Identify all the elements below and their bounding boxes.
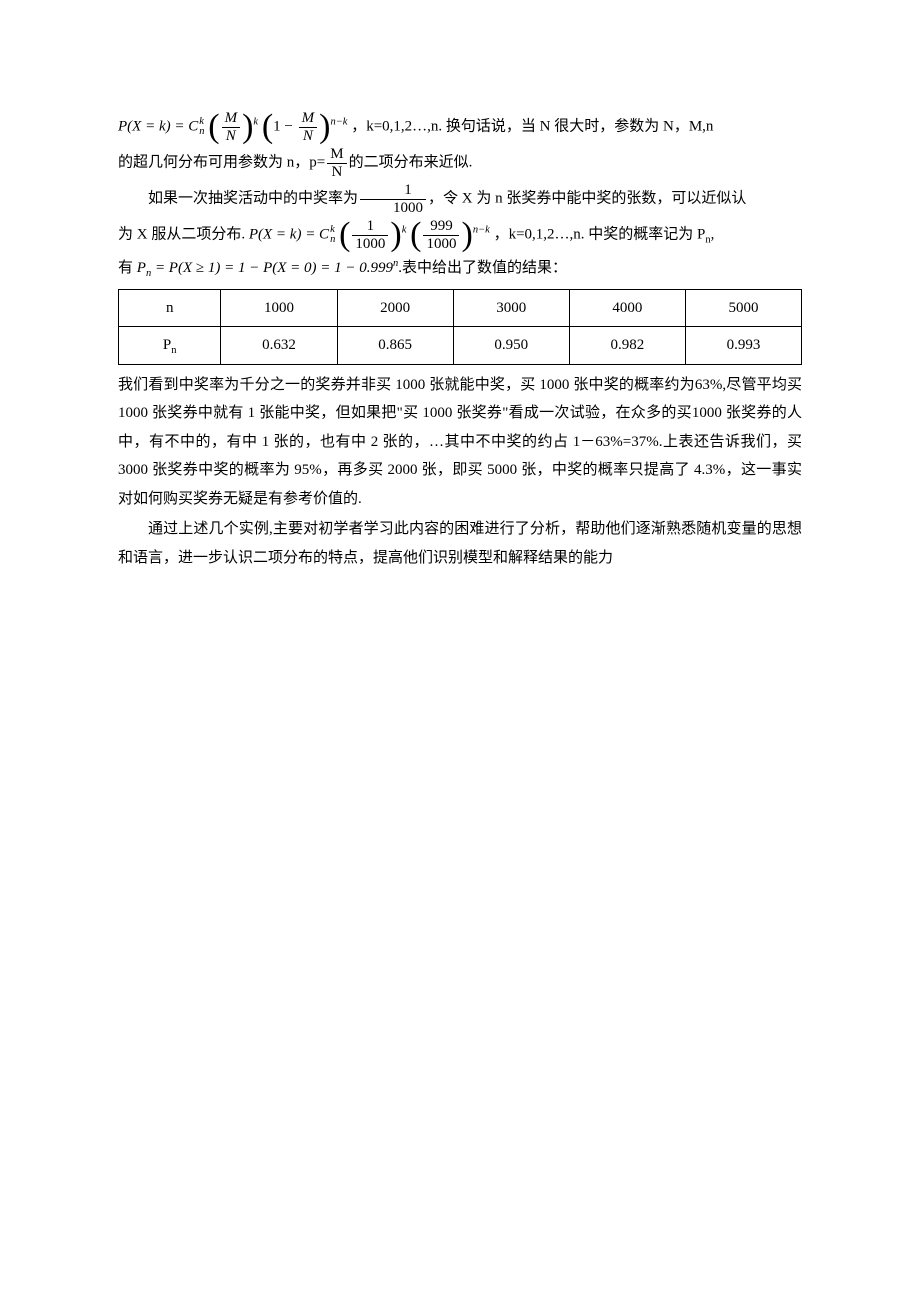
table-cell: 0.982 [569,327,685,365]
table-cell: 4000 [569,289,685,327]
frac-num: M [299,110,318,128]
p3-a: 如果一次抽奖活动中的中奖率为 [148,190,358,206]
k-range-2: ，k=0,1,2…,n. [494,226,585,242]
exponent: k [402,224,407,235]
row2-label: Pn [119,327,221,365]
table-cell: 5000 [685,289,801,327]
frac-1-1000b: 11000 [352,218,388,252]
paragraph-2: 的超几何分布可用参数为 n，p=MN的二项分布来近似. [118,146,802,180]
p3-b: ，令 X 为 n 张奖券中能中奖的张数，可以近似认 [428,190,746,206]
frac-num: 1 [360,182,426,200]
table-cell: 1000 [221,289,337,327]
table-cell: 0.993 [685,327,801,365]
frac-den: N [299,128,318,145]
paragraph-6: 我们看到中奖率为千分之一的奖券并非买 1000 张就能中奖，买 1000 张中奖… [118,371,802,514]
p5-b: .表中给出了数值的结果： [398,260,567,276]
lparen-icon: ( [262,110,273,144]
frac-den: N [222,128,241,145]
p2-tail: 的二项分布来近似. [349,154,473,170]
exponent: n−k [330,116,347,127]
frac-num: 1 [352,218,388,236]
paragraph-formula2: 为 X 服从二项分布. P(X = k) = Ckn (11000)k (999… [118,218,802,252]
f3-body: = P(X ≥ 1) = 1 − P(X = 0) = 1 − 0.999 [155,260,393,276]
exponent: n−k [473,224,490,235]
f3-sub: n [146,268,151,279]
formula1-lhs: P(X = k) = C [118,118,198,134]
binom-indices: kn [199,117,204,138]
table-cell: 0.632 [221,327,337,365]
binom-indices: kn [330,225,335,246]
rparen-icon: ) [319,110,330,144]
rparen-icon: ) [242,110,253,144]
lparen-icon: ( [410,218,421,252]
row1-label: n [119,289,221,327]
frac-num: M [327,146,346,164]
formula2-lhs: P(X = k) = C [249,226,329,242]
frac-den: N [327,164,346,181]
p5-a: 有 [118,260,137,276]
frac-den: 1000 [352,236,388,253]
rparen-icon: ) [390,218,401,252]
table-cell: 2000 [337,289,453,327]
paragraph-formula3: 有 Pn = P(X ≥ 1) = 1 − P(X = 0) = 1 − 0.9… [118,254,802,283]
paragraph-formula1: P(X = k) = Ckn (MN)k (1 − MN)n−k ，k=0,1,… [118,110,802,144]
paragraph-7: 通过上述几个实例,主要对初学者学习此内容的困难进行了分析，帮助他们逐渐熟悉随机变… [118,515,802,572]
frac-MN-1: MN [222,110,241,144]
p4-a: 为 X 服从二项分布. [118,226,245,242]
frac-den: 1000 [423,236,459,253]
table-row: Pn 0.632 0.865 0.950 0.982 0.993 [119,327,802,365]
f3-P: P [137,260,146,276]
frac-1-1000: 11000 [360,182,426,216]
page: P(X = k) = Ckn (MN)k (1 − MN)n−k ，k=0,1,… [0,0,920,572]
frac-MN-small: MN [327,146,346,180]
frac-num: 999 [423,218,459,236]
p4-b: 中奖的概率记为 P [585,226,706,242]
p1-tail: 换句话说，当 N 很大时，参数为 N，M,n [442,118,713,134]
table-cell: 0.865 [337,327,453,365]
frac-MN-2: MN [299,110,318,144]
table-row: n 1000 2000 3000 4000 5000 [119,289,802,327]
results-table: n 1000 2000 3000 4000 5000 Pn 0.632 0.86… [118,289,802,365]
paragraph-3: 如果一次抽奖活动中的中奖率为11000，令 X 为 n 张奖券中能中奖的张数，可… [118,182,802,216]
row2-label-sub: n [171,345,176,356]
table-cell: 3000 [453,289,569,327]
rparen-icon: ) [461,218,472,252]
p4-c: , [711,226,715,242]
frac-999-1000: 9991000 [423,218,459,252]
lparen-icon: ( [208,110,219,144]
p2-a: 的超几何分布可用参数为 n，p= [118,154,325,170]
k-range: ，k=0,1,2…,n. [351,118,442,134]
frac-num: M [222,110,241,128]
one-minus: 1 − [273,118,296,134]
frac-den: 1000 [360,200,426,217]
table-cell: 0.950 [453,327,569,365]
lparen-icon: ( [339,218,350,252]
exponent: k [253,116,258,127]
row2-label-text: P [163,337,171,353]
